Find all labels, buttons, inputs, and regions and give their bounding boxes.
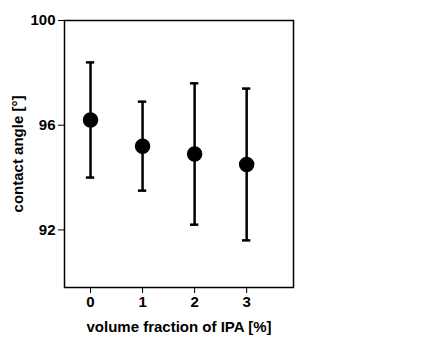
svg-text:96: 96	[39, 116, 56, 133]
svg-text:100: 100	[30, 11, 55, 28]
svg-text:3: 3	[242, 293, 250, 310]
svg-text:92: 92	[39, 221, 56, 238]
svg-text:1: 1	[138, 293, 146, 310]
svg-text:volume fraction of IPA [%]: volume fraction of IPA [%]	[86, 318, 271, 335]
svg-text:contact angle [°]: contact angle [°]	[9, 96, 26, 213]
svg-text:2: 2	[190, 293, 198, 310]
svg-text:0: 0	[86, 293, 94, 310]
